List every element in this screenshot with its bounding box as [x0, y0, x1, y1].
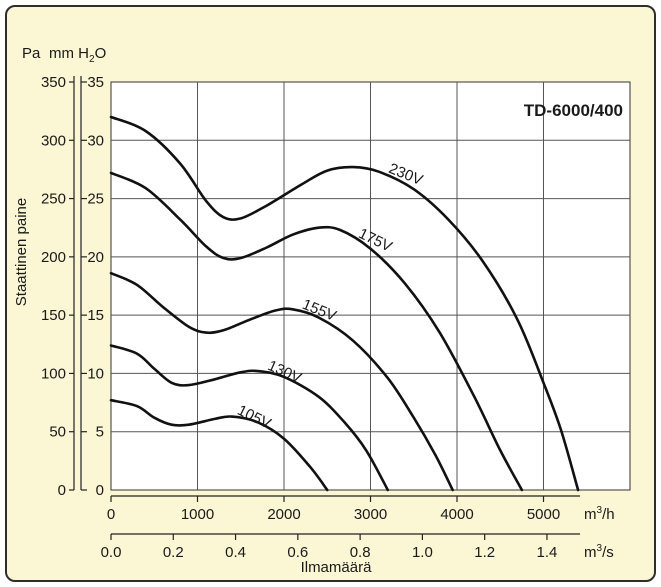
mm-tick-label: 35 — [87, 74, 104, 91]
mm-tick-label: 15 — [87, 307, 104, 324]
mm-tick-label: 30 — [87, 132, 104, 149]
m3h-tick-label: 4000 — [440, 506, 473, 523]
model-label: TD-6000/400 — [524, 101, 623, 120]
pa-unit-label: Pa — [22, 45, 41, 62]
pa-tick-label: 0 — [58, 482, 66, 499]
m3h-tick-label: 5000 — [527, 506, 560, 523]
pa-tick-label: 250 — [41, 191, 66, 208]
curve-105v — [109, 398, 329, 492]
m3s-tick-label: 1.0 — [412, 544, 433, 561]
m3s-tick-label: 0.4 — [225, 544, 246, 561]
pa-tick-label: 200 — [41, 249, 66, 266]
mm-tick-label: 5 — [96, 424, 104, 441]
m3h-tick-label: 3000 — [354, 506, 387, 523]
pa-tick-label: 150 — [41, 307, 66, 324]
mm-tick-label: 25 — [87, 191, 104, 208]
m3h-tick-label: 2000 — [267, 506, 300, 523]
curve-230v — [109, 115, 580, 492]
pa-tick-label: 50 — [49, 424, 66, 441]
m3s-tick-label: 1.2 — [474, 544, 495, 561]
mm-tick-label: 10 — [87, 365, 104, 382]
m3s-tick-label: 0.2 — [163, 544, 184, 561]
mm-tick-label: 20 — [87, 249, 104, 266]
curve-130v — [109, 344, 390, 492]
m3s-tick-label: 0.8 — [350, 544, 371, 561]
mm-tick-label: 0 — [96, 482, 104, 499]
pa-tick-label: 100 — [41, 365, 66, 382]
pa-tick-label: 300 — [41, 132, 66, 149]
mm-unit-label: mm H2O — [49, 45, 106, 65]
axes — [69, 76, 580, 540]
pa-tick-label: 350 — [41, 74, 66, 91]
m3h-tick-label: 0 — [107, 506, 115, 523]
y-axis-title: Staattinen paine — [13, 198, 30, 306]
x-unit-m3h: m3/h — [584, 505, 615, 523]
m3s-tick-label: 0.0 — [101, 544, 122, 561]
m3s-tick-label: 0.6 — [287, 544, 308, 561]
curve-155v — [109, 271, 454, 492]
curve-175v — [109, 171, 524, 492]
grid — [110, 81, 631, 491]
m3s-tick-label: 1.4 — [537, 544, 558, 561]
m3h-tick-label: 1000 — [181, 506, 214, 523]
x-axis-title: Ilmamäärä — [301, 559, 373, 576]
x-unit-m3s: m3/s — [584, 543, 614, 561]
